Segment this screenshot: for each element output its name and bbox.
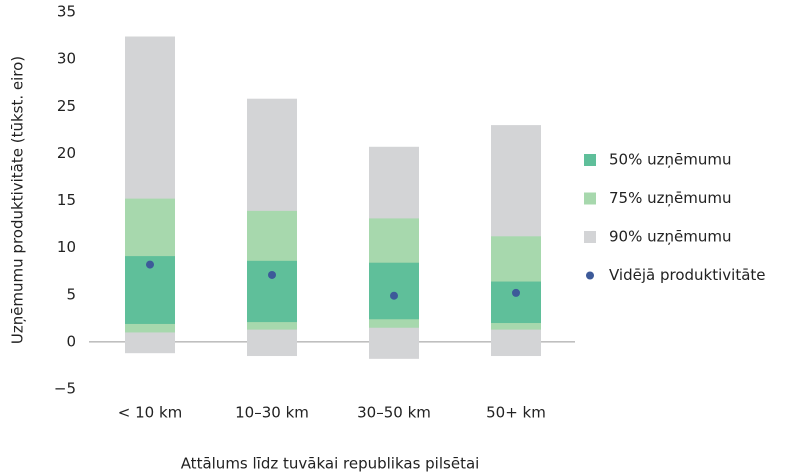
y-tick-label: 15 [57,191,76,209]
y-tick-label: 35 [57,3,76,21]
range-bar [247,260,297,323]
legend-label: 50% uzņēmumu [609,151,731,169]
y-tick-label: −5 [54,380,76,398]
y-tick-label: 5 [66,285,76,303]
y-tick-label: 25 [57,97,76,115]
y-tick-label: 20 [57,144,76,162]
legend-label: Vidējā produktivitāte [609,266,766,284]
legend-label: 75% uzņēmumu [609,189,731,207]
legend-swatch [584,192,596,205]
y-tick-label: 30 [57,50,76,68]
range-bar [369,262,419,320]
y-tick-label: 0 [66,332,76,350]
mean-dot [512,288,520,297]
x-tick-label: 30–50 km [357,404,431,422]
legend-dot [586,271,594,280]
x-tick-label: 10–30 km [235,404,309,422]
y-tick-label: 10 [57,238,76,256]
mean-dot [268,270,276,279]
legend-label: 90% uzņēmumu [609,228,731,246]
x-tick-label: 50+ km [486,404,546,422]
range-bar [491,281,541,324]
mean-dot [146,260,154,269]
x-axis-title: Attālums līdz tuvākai republikas pilsēta… [181,455,480,473]
x-tick-label: < 10 km [118,404,183,422]
y-axis-title: Uzņēmumu produktivitāte (tūkst. eiro) [9,56,27,344]
legend-swatch [584,154,596,166]
mean-dot [390,291,398,300]
legend-swatch [584,231,596,243]
